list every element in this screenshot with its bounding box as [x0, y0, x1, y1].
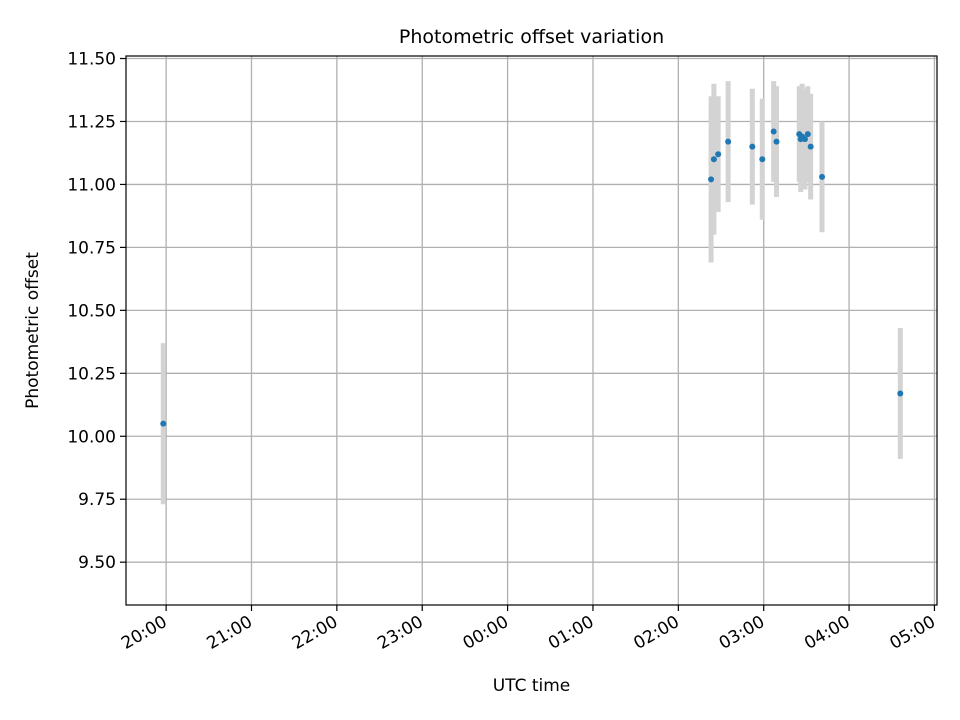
data-point: [773, 138, 780, 145]
data-point: [807, 143, 814, 150]
y-tick-label: 10.00: [67, 427, 116, 447]
y-axis-label: Photometric offset: [23, 252, 43, 409]
x-tick-label: 05:00: [887, 612, 939, 654]
y-tick-label: 10.75: [67, 238, 116, 258]
data-point: [759, 156, 766, 163]
y-tick-label: 9.50: [78, 553, 116, 573]
data-point: [725, 138, 732, 145]
y-tick-label: 11.50: [67, 50, 116, 70]
data-point: [801, 136, 808, 143]
data-point: [819, 173, 826, 180]
data-point: [770, 128, 777, 135]
x-tick-label: 21:00: [204, 612, 256, 654]
x-tick-label: 03:00: [716, 612, 768, 654]
x-tick-label: 02:00: [630, 612, 682, 654]
x-tick-label: 04:00: [801, 612, 853, 654]
y-tick-label: 11.00: [67, 175, 116, 195]
y-tick-label: 10.25: [67, 364, 116, 384]
x-tick-label: 20:00: [118, 612, 170, 654]
x-tick-label: 01:00: [545, 612, 597, 654]
data-point: [710, 156, 717, 163]
data-point: [160, 420, 167, 427]
y-tick-label: 9.75: [78, 490, 116, 510]
data-point: [897, 390, 904, 397]
data-point: [749, 143, 756, 150]
y-tick-label: 10.50: [67, 301, 116, 321]
data-point: [715, 151, 722, 158]
chart-title: Photometric offset variation: [399, 26, 664, 48]
plot-frame: [125, 55, 938, 606]
x-axis-label: UTC time: [493, 676, 571, 696]
grid-layer: [126, 56, 937, 605]
x-tick-label: 22:00: [289, 612, 341, 654]
x-tick-label: 23:00: [374, 612, 426, 654]
errorbar-layer: [160, 81, 903, 505]
point-layer: [160, 128, 904, 427]
y-tick-label: 11.25: [67, 112, 116, 132]
data-point: [804, 131, 811, 138]
x-tick-label: 00:00: [460, 612, 512, 654]
data-point: [708, 176, 715, 183]
